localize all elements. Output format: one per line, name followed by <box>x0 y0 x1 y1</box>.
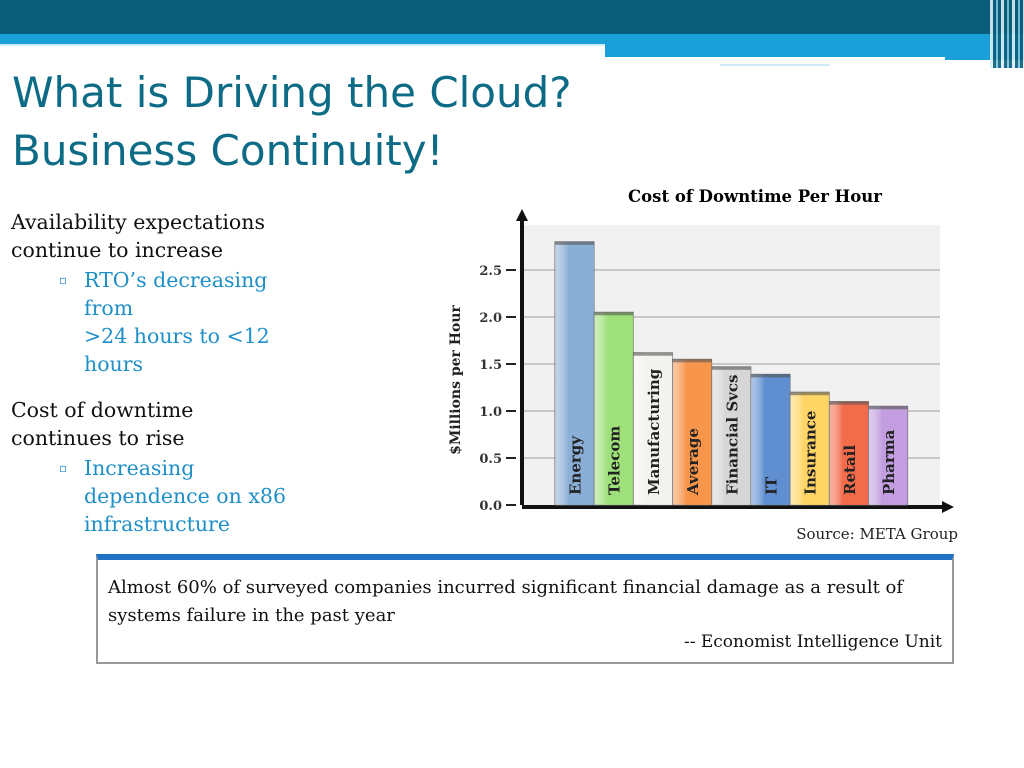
y-axis-label: $Millions per Hour <box>448 304 464 454</box>
sub-bullet-text: infrastructure <box>84 512 230 536</box>
x-axis-arrow-icon <box>942 501 954 513</box>
bullet-marker-icon: ▫ <box>59 273 68 287</box>
header-banner <box>0 0 1024 34</box>
bar-label: Manufacturing <box>645 368 663 495</box>
bar-highlight <box>672 359 712 505</box>
bullet-text: Cost of downtime <box>11 398 194 422</box>
sub-bullet-2: ▫ Increasing dependence on x86 infrastru… <box>11 454 321 538</box>
bar-label: Telecom <box>606 426 624 495</box>
bar-label: Energy <box>567 435 585 495</box>
bar-highlight <box>790 392 830 505</box>
bullet-list: Availability expectations continue to in… <box>11 208 321 538</box>
header-highlight-line <box>0 44 605 46</box>
bar-highlight <box>594 312 634 505</box>
bar-highlight <box>711 366 751 505</box>
bar-label: IT <box>763 476 781 495</box>
quote-attribution: -- Economist Intelligence Unit <box>683 632 942 652</box>
slide-title: What is Driving the Cloud? Business Cont… <box>12 64 572 180</box>
bullet-text: continues to rise <box>11 426 185 450</box>
sub-bullet-text: RTO’s decreasing <box>84 268 268 292</box>
y-tick-label: 2.5 <box>479 264 502 279</box>
header-highlight-line-short <box>720 64 830 66</box>
bar-label: Financial Svcs <box>723 375 741 495</box>
bar-highlight <box>868 406 908 505</box>
header-highlight-line-right <box>605 57 945 60</box>
y-tick-label: 0.5 <box>479 452 502 467</box>
y-tick-label: 1.5 <box>479 358 502 373</box>
header-accent-band <box>0 34 1024 46</box>
sub-bullet-text: from <box>84 296 134 320</box>
bar-label: Average <box>684 428 702 496</box>
slide-title-line1: What is Driving the Cloud? <box>12 68 572 117</box>
y-tick-label: 2.0 <box>479 311 502 326</box>
sub-bullet-text: hours <box>84 352 144 376</box>
bar-cap <box>829 401 869 405</box>
bar-cap <box>711 366 751 370</box>
y-tick-label: 1.0 <box>479 405 502 420</box>
bullet-marker-icon: ▫ <box>59 461 68 475</box>
bar-label: Insurance <box>802 411 820 495</box>
quote-text: Almost 60% of surveyed companies incurre… <box>108 577 904 626</box>
bullet-text: Availability expectations <box>11 210 265 234</box>
bar-cap <box>555 241 594 245</box>
bar-highlight <box>829 401 869 505</box>
bar-cap <box>672 359 712 363</box>
downtime-bar-chart: 0.0 0.5 1.0 1.5 2.0 2.5 $Millions per Hour Ener… <box>448 209 954 514</box>
slide-title-line2: Business Continuity! <box>12 126 444 175</box>
sub-bullet-text: >24 hours to <12 <box>84 324 270 348</box>
sub-bullet-text: Increasing <box>84 456 195 480</box>
bar-cap <box>594 312 634 316</box>
y-axis-arrow-icon <box>516 209 528 221</box>
chart-source: Source: META Group <box>796 525 958 543</box>
bar-highlight <box>633 352 673 505</box>
sub-bullet-text: dependence on x86 <box>84 484 287 508</box>
bar-label: Pharma <box>880 429 898 495</box>
y-tick-label: 0.0 <box>479 499 502 514</box>
quote-box: Almost 60% of surveyed companies incurre… <box>96 554 954 664</box>
bar-label: Retail <box>841 445 859 495</box>
header-accent-step <box>605 46 1024 60</box>
bar-cap <box>868 406 908 410</box>
bar-cap <box>790 392 830 396</box>
bullet-text: continue to increase <box>11 238 224 262</box>
chart-title: Cost of Downtime Per Hour <box>628 187 882 206</box>
bar-cap <box>633 352 673 356</box>
bar-highlight <box>751 374 790 505</box>
bar-cap <box>751 374 790 378</box>
bullet-point-2: Cost of downtime continues to rise <box>11 396 321 452</box>
sub-bullet-1: ▫ RTO’s decreasing from >24 hours to <12… <box>11 266 321 378</box>
header-stripes <box>990 0 1024 68</box>
bar-highlight <box>555 241 594 506</box>
bullet-point-1: Availability expectations continue to in… <box>11 208 321 264</box>
